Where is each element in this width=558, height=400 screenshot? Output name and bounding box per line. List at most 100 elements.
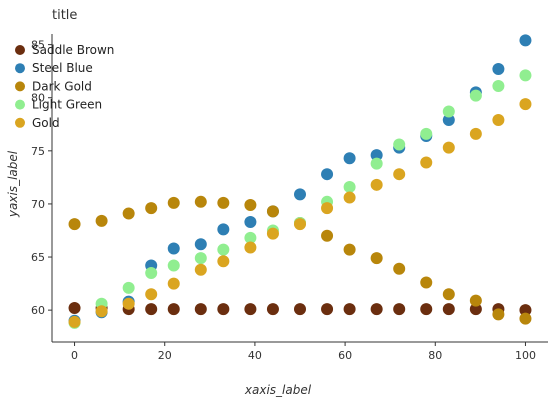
- data-point: [420, 127, 433, 140]
- data-point: [393, 262, 406, 275]
- data-point: [343, 303, 356, 316]
- legend-label: Gold: [32, 116, 60, 130]
- series-gold: [68, 98, 532, 328]
- data-point: [194, 252, 207, 265]
- data-point: [122, 207, 135, 220]
- data-point: [343, 180, 356, 193]
- legend-marker: [15, 81, 25, 92]
- x-tick-label: 100: [515, 349, 536, 362]
- data-point: [167, 277, 180, 290]
- data-point: [217, 255, 230, 268]
- data-point: [492, 114, 505, 127]
- legend-marker: [15, 99, 25, 110]
- data-point: [294, 188, 306, 201]
- data-point: [393, 303, 406, 316]
- y-tick-label: 65: [31, 251, 45, 264]
- legend: Saddle Brown Steel Blue Dark Gold Light Gre…: [15, 43, 114, 130]
- data-point: [194, 263, 207, 276]
- data-point: [370, 252, 383, 265]
- data-point: [370, 157, 383, 170]
- data-point: [244, 231, 257, 244]
- data-point: [442, 105, 455, 118]
- data-point: [145, 288, 158, 301]
- data-point: [343, 191, 356, 204]
- data-point: [244, 241, 257, 254]
- data-point: [68, 302, 81, 315]
- data-point: [492, 63, 505, 76]
- data-point: [145, 266, 158, 279]
- data-point: [95, 305, 108, 318]
- legend-marker: [15, 45, 25, 55]
- data-point: [492, 308, 505, 321]
- data-point: [469, 89, 482, 102]
- data-point: [95, 214, 108, 227]
- data-point: [68, 315, 81, 328]
- data-point: [370, 149, 383, 162]
- data-point: [145, 303, 158, 316]
- x-tick-label: 0: [71, 349, 78, 362]
- x-tick-label: 40: [248, 349, 262, 362]
- data-point: [145, 202, 158, 215]
- data-point: [420, 276, 433, 289]
- legend-label: Steel Blue: [32, 61, 93, 75]
- data-point: [442, 114, 455, 127]
- data-point: [321, 202, 334, 215]
- x-tick-label: 20: [158, 349, 172, 362]
- data-point: [266, 205, 279, 218]
- data-point: [343, 152, 356, 165]
- data-point: [420, 303, 433, 316]
- data-point: [442, 288, 455, 301]
- data-point: [343, 243, 356, 256]
- data-point: [294, 303, 306, 316]
- data-point: [519, 312, 532, 325]
- data-point: [194, 195, 207, 208]
- data-point: [370, 178, 383, 191]
- data-point: [167, 303, 180, 316]
- data-point: [492, 80, 505, 93]
- data-point: [469, 303, 482, 316]
- data-point: [321, 168, 334, 181]
- data-point: [266, 303, 279, 316]
- legend-marker: [15, 117, 25, 128]
- data-point: [167, 242, 180, 255]
- data-point: [469, 294, 482, 307]
- data-point: [442, 303, 455, 316]
- data-point: [321, 303, 334, 316]
- legend-label: Light Green: [32, 98, 102, 112]
- chart-title: title: [52, 8, 77, 23]
- data-point: [519, 34, 532, 47]
- data-point: [420, 156, 433, 169]
- data-point: [167, 196, 180, 209]
- data-point: [244, 303, 257, 316]
- y-axis: 60 65 70 75 80 85: [31, 34, 53, 342]
- data-point: [370, 303, 383, 316]
- legend-marker: [15, 63, 25, 74]
- y-tick-label: 70: [31, 198, 45, 211]
- data-point: [294, 218, 306, 231]
- x-axis-label: xaxis_label: [244, 383, 312, 397]
- data-point: [519, 69, 532, 82]
- data-point: [266, 227, 279, 240]
- x-tick-label: 80: [428, 349, 442, 362]
- data-point: [217, 243, 230, 256]
- legend-label: Dark Gold: [32, 79, 92, 93]
- series-dark-gold: [68, 195, 532, 325]
- data-point: [244, 198, 257, 211]
- data-point: [442, 141, 455, 154]
- y-tick-label: 80: [31, 92, 45, 105]
- legend-label: Saddle Brown: [32, 43, 114, 57]
- data-point: [519, 304, 532, 317]
- data-point: [217, 303, 230, 316]
- data-point: [321, 229, 334, 242]
- data-point: [393, 168, 406, 181]
- data-point: [393, 138, 406, 151]
- series-layer: [68, 34, 532, 329]
- y-tick-label: 85: [31, 39, 45, 52]
- data-point: [217, 223, 230, 236]
- y-tick-label: 60: [31, 304, 45, 317]
- data-point: [167, 259, 180, 272]
- y-axis-label: yaxis_label: [6, 150, 20, 218]
- data-point: [194, 238, 207, 251]
- series-saddle-brown: [68, 302, 532, 317]
